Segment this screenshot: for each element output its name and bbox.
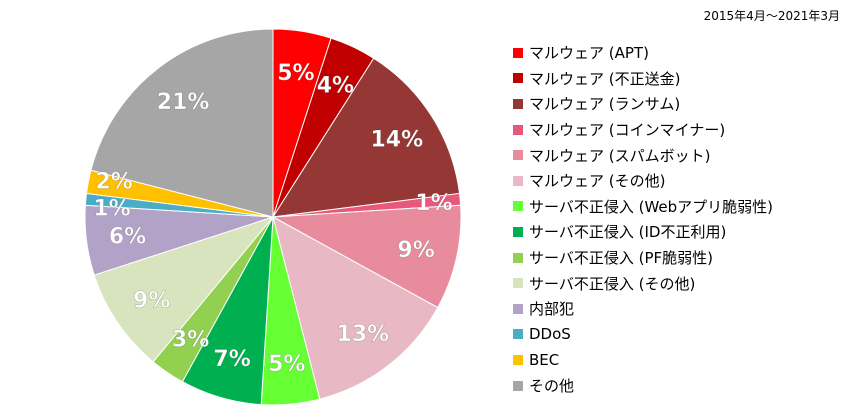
legend-swatch: [513, 226, 523, 237]
data-label: 13%: [337, 322, 390, 347]
legend-item: マルウェア (スパムボット): [513, 142, 773, 168]
legend-label: その他: [529, 377, 575, 396]
data-label: 9%: [133, 288, 170, 313]
legend-item: マルウェア (その他): [513, 168, 773, 194]
legend-item: サーバ不正侵入 (PF脆弱性): [513, 245, 773, 271]
legend-swatch: [513, 354, 523, 365]
legend-label: マルウェア (コインマイナー): [529, 121, 726, 140]
legend-item: マルウェア (コインマイナー): [513, 117, 773, 143]
legend-swatch: [513, 175, 523, 186]
legend-swatch: [513, 303, 523, 314]
legend-item: サーバ不正侵入 (ID不正利用): [513, 219, 773, 245]
pie-slice: [90, 28, 274, 218]
legend-item: サーバ不正侵入 (Webアプリ脆弱性): [513, 194, 773, 220]
legend-label: マルウェア (不正送金): [529, 69, 681, 88]
legend-label: マルウェア (APT): [529, 44, 649, 63]
legend-swatch: [513, 201, 523, 212]
legend: マルウェア (APT) マルウェア (不正送金) マルウェア (ランサム) マルウェア…: [513, 40, 773, 398]
pie-chart: 5% 4%14%1%9%13%5%7%3%9%6%1%2%21%: [84, 28, 462, 406]
legend-swatch: [513, 252, 523, 263]
pie-slice: [272, 57, 461, 218]
data-label: 6%: [109, 224, 146, 249]
data-label: 7%: [213, 347, 250, 372]
legend-item: マルウェア (APT): [513, 40, 773, 66]
legend-item: マルウェア (ランサム): [513, 91, 773, 117]
legend-label: サーバ不正侵入 (PF脆弱性): [529, 249, 713, 268]
data-label: 5%: [277, 61, 314, 86]
legend-item: BEC: [513, 347, 773, 373]
data-label: 1%: [93, 197, 130, 222]
legend-label: マルウェア (その他): [529, 172, 666, 191]
legend-item: その他: [513, 373, 773, 399]
pie-slice: [271, 204, 462, 309]
pie-slice: [93, 215, 275, 363]
legend-label: サーバ不正侵入 (その他): [529, 274, 696, 293]
legend-item: 内部犯: [513, 296, 773, 322]
legend-swatch: [513, 150, 523, 161]
data-label: 3%: [172, 327, 209, 352]
legend-swatch: [513, 380, 523, 391]
legend-swatch: [513, 98, 523, 109]
legend-label: サーバ不正侵入 (ID不正利用): [529, 223, 727, 242]
legend-swatch: [513, 73, 523, 84]
legend-item: マルウェア (不正送金): [513, 66, 773, 92]
legend-label: マルウェア (ランサム): [529, 95, 681, 114]
data-label: 4%: [317, 73, 354, 98]
legend-label: 内部犯: [529, 300, 575, 319]
data-label: 9%: [397, 238, 434, 263]
data-label: 5%: [268, 352, 305, 377]
data-label: 14%: [370, 127, 423, 152]
chart-subtitle: 2015年4月～2021年3月: [703, 9, 840, 23]
legend-label: DDoS: [529, 325, 571, 344]
legend-label: サーバ不正侵入 (Webアプリ脆弱性): [529, 197, 774, 216]
pie-slice: [272, 216, 439, 400]
legend-swatch: [513, 278, 523, 289]
legend-swatch: [513, 47, 523, 58]
legend-item: サーバ不正侵入 (その他): [513, 270, 773, 296]
legend-label: マルウェア (スパムボット): [529, 146, 711, 165]
data-label: 21%: [157, 90, 210, 115]
data-label: 1%: [415, 191, 452, 216]
legend-swatch: [513, 329, 523, 340]
data-label: 2%: [96, 170, 133, 195]
legend-item: DDoS: [513, 322, 773, 348]
legend-label: BEC: [529, 350, 560, 369]
legend-swatch: [513, 124, 523, 135]
